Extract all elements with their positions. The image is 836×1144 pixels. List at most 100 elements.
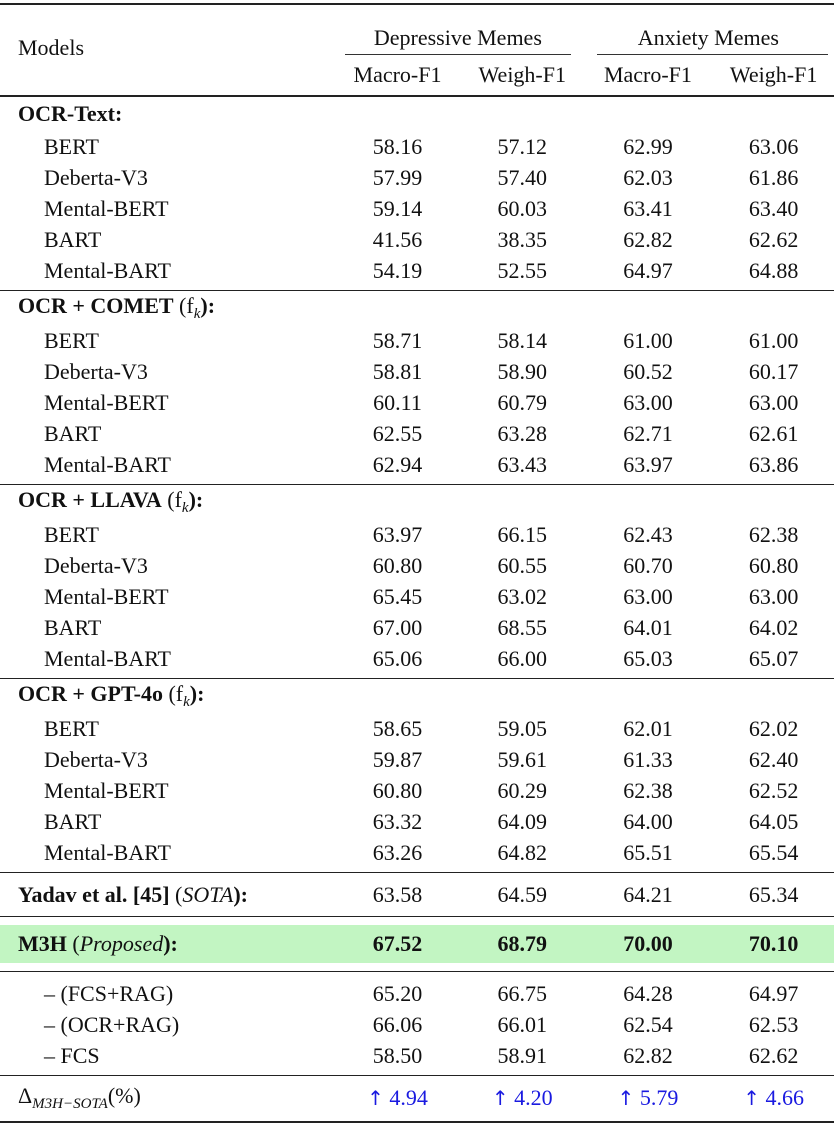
cell: 63.06 <box>748 133 799 159</box>
cell: 61.33 <box>623 746 673 772</box>
cell: 65.54 <box>748 839 799 865</box>
header-row-groups: Models Depressive Memes Anxiety Memes <box>0 4 834 60</box>
cell: 60.03 <box>497 195 548 221</box>
delta-cell: ↑ 5.79 <box>617 1085 679 1111</box>
sota-row: Yadav et al. [45] (SOTA): 63.58 64.59 64… <box>0 872 834 917</box>
section-title: OCR-Text: <box>18 101 123 126</box>
cell: 62.43 <box>623 521 673 547</box>
model-name: BART <box>44 614 102 640</box>
cell: 60.55 <box>497 552 548 578</box>
cell: 68.55 <box>497 614 548 640</box>
cell: 64.82 <box>497 839 548 865</box>
cell: 58.50 <box>372 1042 423 1068</box>
cell: 63.00 <box>623 583 673 609</box>
table-row: Mental-BART 63.26 64.82 65.51 65.54 <box>0 837 834 868</box>
cell: 65.03 <box>623 645 673 671</box>
ablation-row: – (FCS+RAG) 65.20 66.75 64.28 64.97 <box>0 978 834 1009</box>
model-name: BART <box>44 808 102 834</box>
models-header: Models <box>18 35 84 60</box>
table-row: Mental-BART 54.19 52.55 64.97 64.88 <box>0 255 834 286</box>
table-row: Deberta-V3 58.81 58.90 60.52 60.17 <box>0 356 834 387</box>
up-arrow-icon: ↑ <box>617 1086 635 1111</box>
metric-header: Weigh-F1 <box>478 62 566 87</box>
up-arrow-icon: ↑ <box>491 1086 509 1111</box>
cell: 57.12 <box>497 133 548 159</box>
cell: 62.61 <box>748 420 799 446</box>
cell: 62.01 <box>623 715 673 741</box>
cell: 63.28 <box>497 420 548 446</box>
metric-header: Macro-F1 <box>603 62 692 87</box>
model-name: Mental-BART <box>44 257 171 283</box>
cell: 38.35 <box>497 226 548 252</box>
header-row-metrics: Macro-F1 Weigh-F1 Macro-F1 Weigh-F1 <box>0 55 834 96</box>
cell: 62.82 <box>623 226 673 252</box>
cell: 60.80 <box>372 552 423 578</box>
model-name: BERT <box>44 327 99 353</box>
cell: 58.65 <box>372 715 423 741</box>
table-row: BART 63.32 64.09 64.00 64.05 <box>0 806 834 837</box>
table-row: Mental-BART 62.94 63.43 63.97 63.86 <box>0 449 834 480</box>
up-arrow-icon: ↑ <box>367 1086 384 1111</box>
model-name: Deberta-V3 <box>44 746 148 772</box>
cell: 64.28 <box>623 980 673 1006</box>
model-name: Mental-BERT <box>44 195 169 221</box>
cell: 64.21 <box>623 881 673 907</box>
cell: 62.03 <box>623 164 673 190</box>
cell: 64.97 <box>748 980 799 1006</box>
cell: 63.86 <box>748 451 799 477</box>
cell: 61.86 <box>748 164 799 190</box>
cell: 64.97 <box>623 257 673 283</box>
cell: 62.62 <box>748 1042 799 1068</box>
model-name: BERT <box>44 133 99 159</box>
ablation-row: – FCS 58.50 58.91 62.82 62.62 <box>0 1040 834 1071</box>
cell: 57.99 <box>372 164 423 190</box>
cell: 67.00 <box>372 614 423 640</box>
model-name: Mental-BERT <box>44 389 169 415</box>
results-table: Models Depressive Memes Anxiety Memes Ma… <box>0 3 834 1123</box>
cell: 58.14 <box>497 327 548 353</box>
table-row: BART 62.55 63.28 62.71 62.61 <box>0 418 834 449</box>
model-name: Deberta-V3 <box>44 358 148 384</box>
cell: 64.88 <box>748 257 799 283</box>
cell: 64.09 <box>497 808 548 834</box>
cell: 59.05 <box>497 715 548 741</box>
cell: 66.00 <box>497 645 548 671</box>
cell: 70.00 <box>582 925 714 963</box>
cell: 58.71 <box>372 327 423 353</box>
table-row: Mental-BART 65.06 66.00 65.03 65.07 <box>0 643 834 674</box>
cell: 67.52 <box>333 925 462 963</box>
delta-row: ΔM3H−SOTA(%) ↑ 4.94 ↑ 4.20 ↑ 5.79 ↑ 4.66 <box>0 1075 834 1122</box>
cell: 61.00 <box>623 327 673 353</box>
cell: 64.59 <box>497 881 548 907</box>
cell: 63.00 <box>748 389 799 415</box>
model-name: – (OCR+RAG) <box>44 1011 180 1037</box>
model-name: Mental-BART <box>44 645 171 671</box>
proposed-label: M3H (Proposed): <box>0 925 334 963</box>
table-row: Mental-BERT 60.11 60.79 63.00 63.00 <box>0 387 834 418</box>
cell: 62.40 <box>748 746 799 772</box>
section-header: OCR + GPT-4o (fk): <box>0 678 834 714</box>
model-name: Deberta-V3 <box>44 552 148 578</box>
model-name: – (FCS+RAG) <box>44 980 174 1006</box>
table-row: BERT 58.71 58.14 61.00 61.00 <box>0 325 834 356</box>
cell: 63.40 <box>748 195 799 221</box>
cell: 62.38 <box>748 521 799 547</box>
cell: 60.52 <box>623 358 673 384</box>
section-header: OCR-Text: <box>0 96 834 131</box>
table-row: Deberta-V3 60.80 60.55 60.70 60.80 <box>0 550 834 581</box>
cell: 65.07 <box>748 645 799 671</box>
cell: 60.11 <box>373 389 422 415</box>
cell: 59.61 <box>497 746 548 772</box>
cell: 57.40 <box>497 164 548 190</box>
cell: 63.58 <box>372 881 423 907</box>
section-title: OCR + GPT-4o (fk): <box>18 681 205 710</box>
cell: 65.51 <box>623 839 673 865</box>
cell: 60.80 <box>372 777 423 803</box>
ablation-row: – (OCR+RAG) 66.06 66.01 62.54 62.53 <box>0 1009 834 1040</box>
table-row: BART 41.56 38.35 62.82 62.62 <box>0 224 834 255</box>
cell: 62.55 <box>372 420 423 446</box>
section-header: OCR + COMET (fk): <box>0 290 834 326</box>
cell: 65.20 <box>372 980 423 1006</box>
sota-label: Yadav et al. [45] (SOTA): <box>18 881 248 907</box>
up-arrow-icon: ↑ <box>743 1086 760 1111</box>
